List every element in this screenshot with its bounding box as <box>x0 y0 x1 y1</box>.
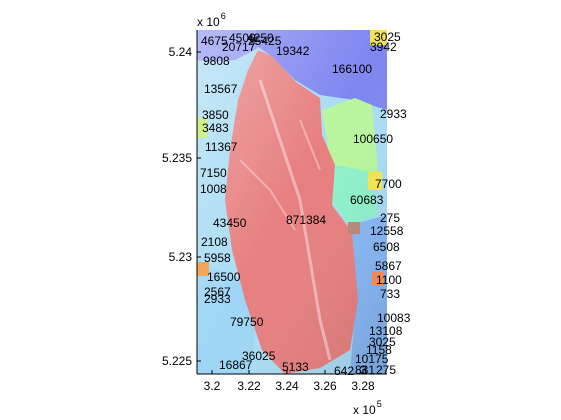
x-exponent-label: x 105 <box>353 399 382 417</box>
region-area-label: 5133 <box>282 360 309 374</box>
region-area-label: 1008 <box>200 182 227 196</box>
yellow-patch <box>370 30 387 45</box>
orange-patch <box>197 262 209 276</box>
region-area-label: 2567 <box>204 285 231 299</box>
region-area-label: 275 <box>376 363 396 377</box>
ridge-line <box>299 119 321 171</box>
x-tick-label: 3.26 <box>313 379 337 393</box>
region-area-label: 11367 <box>205 140 238 154</box>
orange-patch <box>372 272 384 286</box>
region-area-label: 3942 <box>370 40 397 54</box>
region-area-label: 7150 <box>200 166 227 180</box>
region-area-label: 100650 <box>353 132 393 146</box>
y-exponent-label: x 106 <box>197 11 226 29</box>
x-tick-label: 3.24 <box>275 379 299 393</box>
region-labels: 4675 450042502071725425193423025394298081… <box>200 30 411 378</box>
region-area-label: 642 <box>334 364 354 378</box>
region-area-label: 5867 <box>375 259 402 273</box>
region-area-label: 2933 <box>380 107 407 121</box>
region-area-label: 13567 <box>204 82 238 96</box>
region-area-label: 19342 <box>276 44 310 58</box>
region-area-label: 25425 <box>248 34 282 48</box>
ridge-line <box>239 159 296 231</box>
region-area-label: 3483 <box>202 121 229 135</box>
region-area-label: 6508 <box>373 240 400 254</box>
region-area-label: 166100 <box>332 62 372 76</box>
y-ticks: 5.24 5.235 5.23 5.225 <box>162 45 201 368</box>
region-area-label: 831 <box>355 363 375 377</box>
y-tick-label: 5.24 <box>169 45 193 59</box>
region-area-label: 3025 <box>374 30 401 44</box>
green-patch <box>197 118 207 138</box>
region-area-label: 12558 <box>370 224 404 238</box>
region-area-label: 1100 <box>376 273 402 287</box>
region-area-label: 5958 <box>204 251 231 265</box>
relief-shading <box>197 30 387 374</box>
region-area-label: 60683 <box>350 193 384 207</box>
region-area-label: 871384 <box>286 213 326 227</box>
region-area-label: 10175 <box>355 352 389 366</box>
y-tick-label: 5.23 <box>169 250 193 264</box>
brown-patch <box>348 222 360 234</box>
x-tick-label: 3.22 <box>237 379 261 393</box>
region-area-label: 16867 <box>219 358 253 372</box>
region-area-label: 79750 <box>230 315 264 329</box>
region-area-label: 10083 <box>377 311 411 325</box>
region-area-label: 3850 <box>202 108 229 122</box>
x-ticks: 3.2 3.22 3.24 3.26 3.28 <box>204 370 375 393</box>
region-area-label: 733 <box>380 287 400 301</box>
map-image <box>197 30 387 374</box>
y-tick-label: 5.235 <box>162 151 192 165</box>
region-area-label: 4500 <box>229 31 256 45</box>
region-area-label: 4250 <box>247 31 274 45</box>
x-tick-label: 3.2 <box>204 379 221 393</box>
axes <box>196 30 387 375</box>
region-area-label: 20717 <box>222 40 256 54</box>
region-area-label: 3025 <box>369 335 396 349</box>
region-area-label: 36025 <box>242 349 276 363</box>
region-area-label: 9808 <box>203 54 230 68</box>
y-tick-label: 5.225 <box>162 354 192 368</box>
region-area-label: 43450 <box>213 216 247 230</box>
region-area-label: 2108 <box>201 235 228 249</box>
yellow-patch <box>368 172 382 190</box>
region-area-label: 275 <box>380 211 400 225</box>
region-area-label: 13108 <box>369 324 403 338</box>
region-area-label: 16500 <box>207 270 241 284</box>
x-tick-label: 3.28 <box>351 379 375 393</box>
region-area-label: 3 <box>360 363 367 377</box>
region-area-label: 1158 <box>366 343 392 357</box>
region-area-label: 2933 <box>204 292 231 306</box>
ridge-line <box>258 79 332 361</box>
region-area-label: 7700 <box>375 177 402 191</box>
region-area-label: 4675 <box>201 34 228 48</box>
